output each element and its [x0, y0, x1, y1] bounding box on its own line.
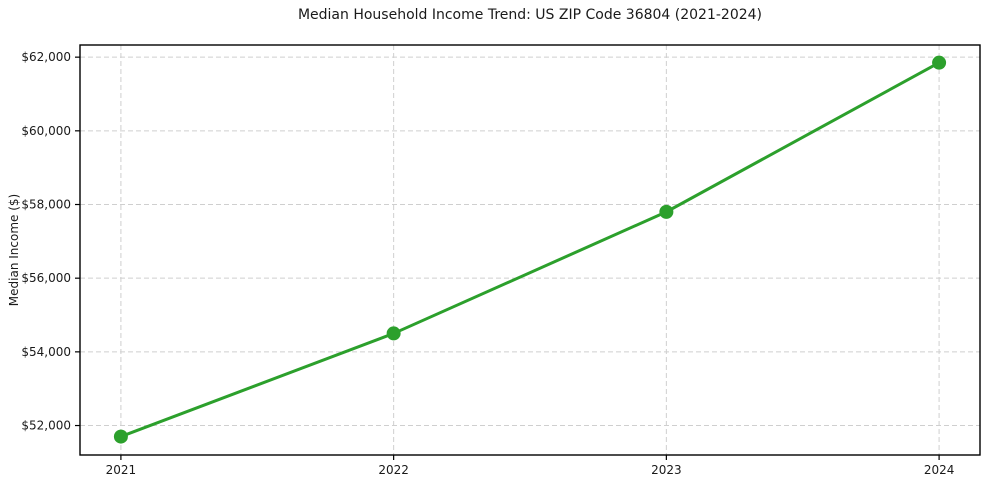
- x-tick-label: 2023: [651, 463, 682, 477]
- y-tick-label: $62,000: [21, 50, 71, 64]
- y-tick-label: $58,000: [21, 198, 71, 212]
- x-tick-label: 2021: [106, 463, 137, 477]
- trend-line: [119, 61, 941, 439]
- data-point-marker: [113, 429, 128, 444]
- y-tick-label: $56,000: [21, 271, 71, 285]
- chart-title: Median Household Income Trend: US ZIP Co…: [297, 7, 763, 23]
- x-tick-label: 2024: [924, 463, 955, 477]
- plot-border: [79, 44, 981, 456]
- y-tick-label: $54,000: [21, 345, 71, 359]
- y-tick-label: $52,000: [21, 419, 71, 433]
- x-tick-label: 2022: [378, 463, 409, 477]
- data-point-marker: [386, 326, 401, 341]
- data-point-marker: [932, 55, 947, 70]
- data-point-marker: [659, 204, 674, 219]
- y-tick-label: $60,000: [21, 124, 71, 138]
